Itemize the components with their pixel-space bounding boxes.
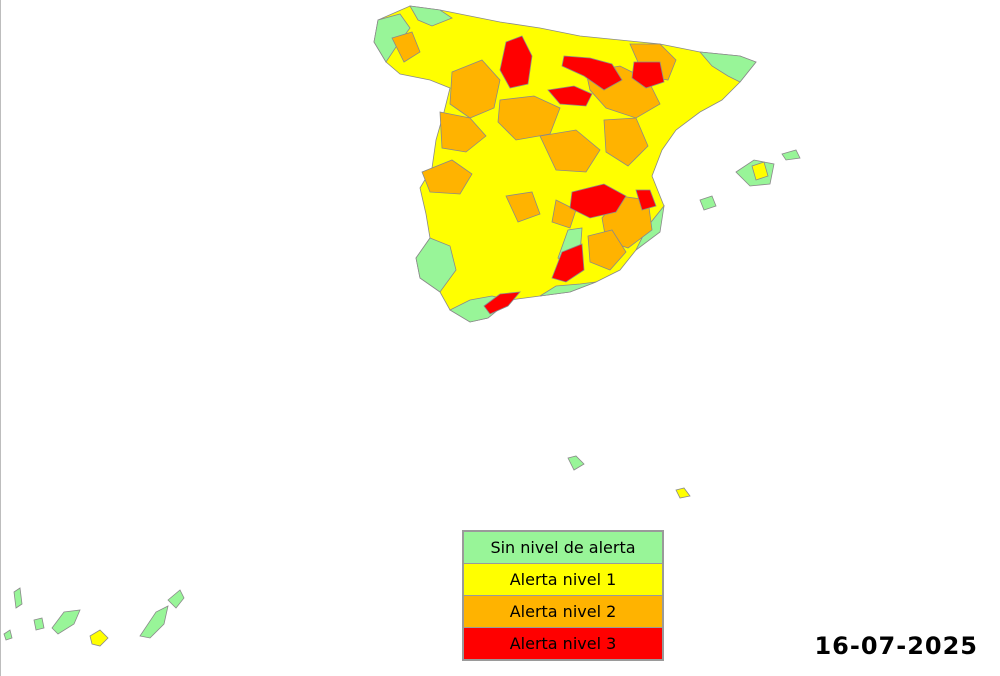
zone-jaen-east	[551, 243, 585, 283]
zone-north-coast	[409, 5, 453, 27]
zone-catalonia-coast	[699, 51, 757, 83]
island-menorca	[781, 149, 801, 161]
island-ibiza	[699, 195, 717, 211]
zone-castilla-west	[439, 111, 487, 153]
legend-label-level2: Alerta nivel 2	[509, 602, 617, 621]
zone-burgos-north	[499, 35, 533, 89]
legend-item-none: Sin nivel de alerta	[464, 532, 662, 563]
island-gran-canaria	[89, 629, 109, 647]
zone-murcia	[587, 229, 627, 271]
zone-cuenca	[569, 183, 627, 219]
legend-label-level3: Alerta nivel 3	[509, 634, 617, 653]
zone-almeria-coast	[539, 281, 597, 297]
island-la-gomera	[33, 617, 45, 631]
zone-malaga	[483, 291, 521, 315]
date-label: 16-07-2025	[814, 632, 978, 660]
legend-item-level2: Alerta nivel 2	[464, 596, 662, 627]
zone-soria	[547, 85, 593, 107]
legend-item-level1: Alerta nivel 1	[464, 564, 662, 595]
island-el-hierro	[3, 629, 13, 641]
zone-toledo	[505, 191, 541, 223]
island-mallorca-center	[751, 161, 769, 181]
legend: Sin nivel de alerta Alerta nivel 1 Alert…	[462, 530, 664, 661]
melilla	[675, 487, 691, 499]
legend-item-level3: Alerta nivel 3	[464, 628, 662, 659]
zone-huesca	[631, 61, 665, 89]
island-la-palma	[13, 587, 23, 609]
island-lanzarote	[167, 589, 185, 609]
island-fuerteventura	[139, 605, 169, 639]
zone-huelva	[415, 237, 457, 293]
zone-valencia-coast	[635, 189, 657, 211]
zone-navarra	[561, 55, 623, 91]
zone-galicia-interior	[391, 31, 421, 63]
island-tenerife	[51, 609, 81, 635]
ceuta	[567, 455, 585, 471]
legend-label-none: Sin nivel de alerta	[490, 538, 636, 557]
legend-label-level1: Alerta nivel 1	[509, 570, 617, 589]
zone-leon	[449, 59, 501, 119]
zone-madrid	[539, 129, 601, 173]
zone-extremadura	[421, 159, 473, 195]
zone-teruel	[603, 117, 649, 167]
